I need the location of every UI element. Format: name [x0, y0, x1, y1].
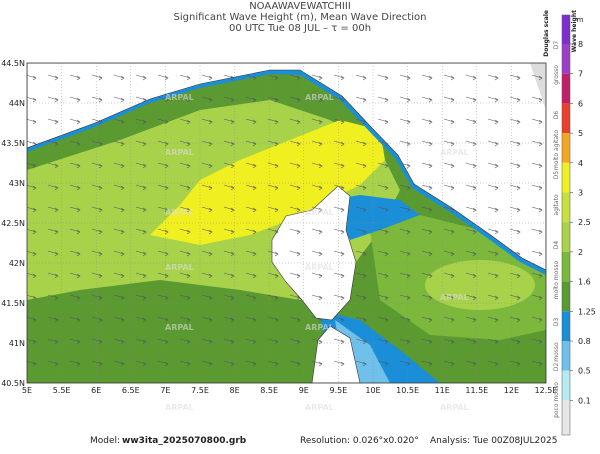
x-tick-label: 6.5E [122, 386, 140, 395]
x-tick-label: 11E [435, 386, 450, 395]
colorbar-band [562, 251, 570, 282]
y-tick-label: 44.5N [1, 59, 25, 68]
colorbar-label: 3 [578, 189, 583, 198]
watermark: ARPAL [165, 403, 194, 412]
map [27, 63, 546, 383]
douglas-label: poco mosso [553, 382, 560, 418]
time-label: 00 UTC Tue 08 JUL – τ = 00h [229, 23, 371, 34]
douglas-label: molto mosso [553, 260, 560, 299]
colorbar-band [562, 73, 570, 104]
douglas-label: D2 [553, 363, 560, 372]
douglas-label: agitato [553, 194, 560, 216]
colorbar-band [562, 44, 570, 74]
colorbar-label: 2.5 [578, 218, 591, 227]
scale-title: Douglas scale [543, 10, 550, 57]
x-tick-label: 8.5E [260, 386, 278, 395]
colorbar-frame [561, 14, 571, 436]
y-tick-label: 42N [9, 259, 25, 268]
colorbar-band [562, 162, 570, 193]
y-tick-label: 43.5N [1, 139, 25, 148]
x-tick-label: 11.5E [465, 386, 488, 395]
colorbar-band [562, 133, 570, 163]
x-tick-label: 12E [504, 386, 519, 395]
x-tick-label: 10E [365, 386, 380, 395]
watermark: ARPAL [165, 148, 194, 157]
watermark: ARPAL [165, 263, 194, 272]
y-tick-label: 41.5N [1, 299, 25, 308]
colorbar-band [562, 341, 570, 371]
x-tick-label: 7.5E [191, 386, 209, 395]
colorbar-band [562, 15, 570, 44]
colorbar-band [562, 370, 570, 401]
watermark: ARPAL [305, 263, 334, 272]
footer-model-file: ww3ita_2025070800.grb [122, 436, 247, 446]
colorbar-band [562, 311, 570, 341]
colorbar-label: 4 [578, 159, 583, 168]
watermark: ARPAL [305, 323, 334, 332]
watermark: ARPAL [305, 403, 334, 412]
douglas-label: D7 [553, 41, 560, 50]
watermark: ARPAL [165, 93, 194, 102]
legend-title: Wave height [571, 10, 578, 52]
douglas-label: D3 [553, 318, 560, 327]
model-name: NOAAWAVEWATCHIII [249, 1, 351, 12]
colorbar-label: 1.6 [578, 278, 591, 287]
douglas-label: D5 [553, 171, 560, 180]
footer-resolution: Resolution: 0.026°x0.020° [300, 436, 419, 446]
douglas-label: D6 [553, 111, 560, 120]
y-tick-label: 44N [9, 99, 25, 108]
y-tick-label: 42.5N [1, 219, 25, 228]
colorbar-label: 5 [578, 129, 583, 138]
x-tick-label: 10.5E [396, 386, 419, 395]
colorbar-band [562, 103, 570, 134]
watermark: ARPAL [165, 208, 194, 217]
colorbar-label: 8 [578, 40, 583, 49]
map-title: Significant Wave Height (m), Mean Wave D… [174, 12, 427, 23]
douglas-label: grosso [553, 65, 560, 85]
x-tick-label: 5E [22, 386, 32, 395]
colorbar-label: 0.8 [578, 337, 591, 346]
colorbar-band [562, 281, 570, 312]
colorbar-band [562, 400, 570, 435]
colorbar-band [562, 192, 570, 223]
watermark: ARPAL [305, 93, 334, 102]
colorbar-label: 2 [578, 248, 583, 257]
colorbar-band [562, 222, 570, 252]
douglas-label: D4 [553, 241, 560, 250]
x-tick-label: 7E [160, 386, 170, 395]
watermark: ARPAL [305, 208, 334, 217]
x-tick-label: 12.5E [535, 386, 558, 395]
watermark: ARPAL [165, 323, 194, 332]
x-tick-label: 9.5E [330, 386, 348, 395]
watermark: ARPAL [440, 403, 469, 412]
footer-model-label: Model: [90, 436, 120, 446]
y-tick-label: 40.5N [1, 379, 25, 388]
colorbar-label: 1.25 [578, 307, 596, 316]
colorbar-label: 6 [578, 99, 583, 108]
watermark: ARPAL [440, 148, 469, 157]
colorbar-label: 7 [578, 70, 583, 79]
watermark: ARPAL [440, 293, 469, 302]
y-tick-label: 43N [9, 179, 25, 188]
x-tick-label: 6E [91, 386, 101, 395]
colorbar-label: 0.5 [578, 367, 591, 376]
x-tick-label: 9E [299, 386, 309, 395]
colorbar-label: 0.1 [578, 396, 591, 405]
legend-unit: m [577, 16, 584, 24]
y-tick-label: 41N [9, 339, 25, 348]
douglas-label: molto agitato [553, 130, 560, 171]
x-tick-label: 5.5E [53, 386, 71, 395]
footer-analysis: Analysis: Tue 00Z08JUL2025 [430, 436, 557, 446]
x-tick-label: 8E [230, 386, 240, 395]
douglas-label: mosso [553, 342, 560, 362]
